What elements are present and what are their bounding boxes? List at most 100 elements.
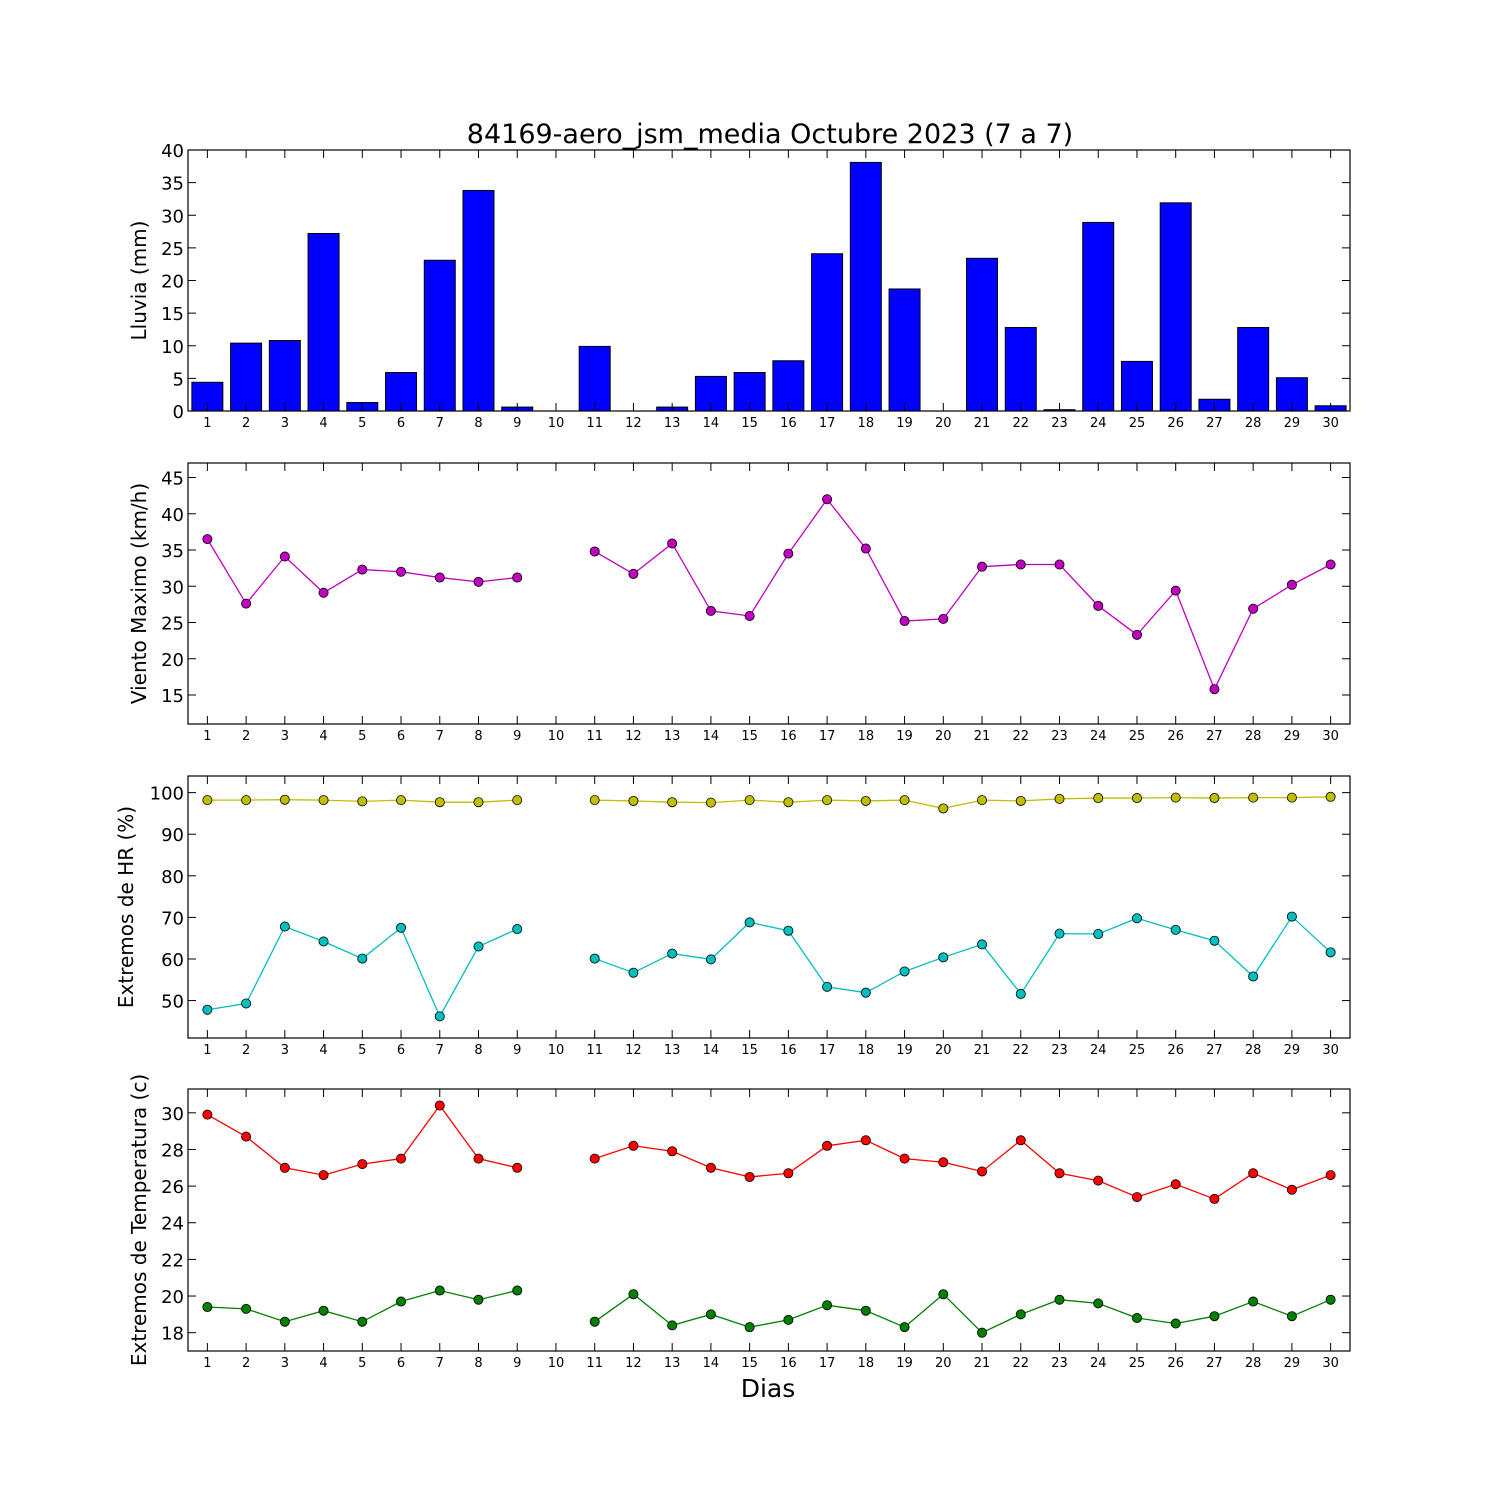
series-1-point-day-24 [1093,600,1104,611]
series-1-point-day-27 [1209,1193,1220,1204]
x-axis-label: Dias [741,1374,796,1403]
series-2-point-day-13 [667,948,678,959]
series-1-point-day-4 [318,587,329,598]
x-tick-label: 19 [896,729,913,744]
x-tick-label: 9 [513,729,521,744]
y-tick-label: 20 [161,1287,184,1308]
series-2-line-1 [207,925,518,1018]
series-2-point-day-26 [1170,1318,1181,1329]
x-tick-label: 11 [586,729,603,744]
x-tick-label: 21 [974,416,991,431]
series-2-point-day-2 [241,1303,252,1314]
bar-day-18 [849,161,882,412]
series-2-line-2 [594,915,1332,996]
x-tick-label: 16 [780,1356,797,1371]
x-tick-label: 23 [1051,1356,1068,1371]
series-1-point-day-7 [434,797,445,808]
series-1-point-day-26 [1170,585,1181,596]
series-1-point-day-16 [783,797,794,808]
series-1-point-day-28 [1248,603,1259,614]
x-tick-label: 12 [625,1043,642,1058]
bar-day-7 [423,259,456,412]
bar-day-8 [462,189,495,412]
series-2-point-day-21 [977,1327,988,1338]
series-1-point-day-11 [589,795,600,806]
series-2-point-day-25 [1131,913,1142,924]
series-1-point-day-9 [512,795,523,806]
series-2-point-day-22 [1015,988,1026,999]
x-tick-label: 22 [1012,416,1029,431]
series-1-point-day-25 [1131,629,1142,640]
x-tick-label: 1 [203,416,211,431]
series-1-point-day-30 [1325,1170,1336,1181]
series-1-point-day-21 [977,561,988,572]
x-tick-label: 12 [625,729,642,744]
x-tick-label: 29 [1284,1356,1301,1371]
x-tick-label: 6 [397,1356,405,1371]
x-tick-label: 13 [664,1043,681,1058]
series-2-point-day-14 [705,1309,716,1320]
series-1-point-day-13 [667,797,678,808]
series-1-point-day-11 [589,1153,600,1164]
x-tick-label: 6 [397,729,405,744]
x-tick-label: 19 [896,1043,913,1058]
series-1-point-day-12 [628,568,639,579]
bar-day-11 [578,345,611,412]
series-1-point-day-5 [357,796,368,807]
x-tick-label: 24 [1090,1356,1107,1371]
x-tick-label: 5 [358,729,366,744]
series-1-point-day-23 [1054,793,1065,804]
x-tick-label: 24 [1090,416,1107,431]
x-tick-label: 23 [1051,1043,1068,1058]
series-1-point-day-8 [473,576,484,587]
x-tick-label: 30 [1322,1043,1339,1058]
x-tick-label: 24 [1090,1043,1107,1058]
series-1-point-day-13 [667,1146,678,1157]
series-1-point-day-5 [357,1159,368,1170]
series-2-point-day-13 [667,1320,678,1331]
y-tick-label: 40 [161,141,184,162]
series-2-point-day-9 [512,1285,523,1296]
x-tick-label: 19 [896,1356,913,1371]
x-tick-label: 15 [741,1043,758,1058]
x-tick-label: 12 [625,416,642,431]
y-tick-label: 5 [173,369,184,390]
series-1-point-day-8 [473,1153,484,1164]
series-1-point-day-22 [1015,1135,1026,1146]
x-tick-label: 9 [513,1043,521,1058]
y-tick-label: 0 [173,402,184,423]
series-1-point-day-12 [628,795,639,806]
x-tick-label: 11 [586,416,603,431]
series-1-point-day-25 [1131,793,1142,804]
x-tick-label: 12 [625,1356,642,1371]
series-2-point-day-11 [589,953,600,964]
series-2-point-day-19 [899,1322,910,1333]
series-1-point-day-16 [783,548,794,559]
chart-title: 84169-aero_jsm_media Octubre 2023 (7 a 7… [467,119,1073,150]
x-tick-label: 5 [358,1356,366,1371]
series-1-point-day-11 [589,546,600,557]
series-1-point-day-2 [241,598,252,609]
x-tick-label: 22 [1012,1043,1029,1058]
x-tick-label: 19 [896,416,913,431]
x-tick-label: 25 [1129,416,1146,431]
x-tick-label: 20 [935,1356,952,1371]
x-tick-label: 8 [474,1043,482,1058]
y-tick-label: 10 [161,337,184,358]
x-tick-label: 8 [474,416,482,431]
x-tick-label: 30 [1322,729,1339,744]
series-2-point-day-24 [1093,929,1104,940]
series-2-point-day-14 [705,954,716,965]
x-tick-label: 14 [703,1356,720,1371]
series-1-point-day-29 [1286,579,1297,590]
series-2-line-2 [594,1293,1331,1334]
x-tick-label: 8 [474,729,482,744]
y-tick-label: 30 [161,577,184,598]
series-2-point-day-24 [1093,1298,1104,1309]
y-tick-label: 20 [161,272,184,293]
series-2-point-day-18 [860,987,871,998]
x-tick-label: 14 [703,416,720,431]
x-tick-label: 13 [664,729,681,744]
series-1-point-day-18 [860,1135,871,1146]
x-tick-label: 1 [203,1356,211,1371]
